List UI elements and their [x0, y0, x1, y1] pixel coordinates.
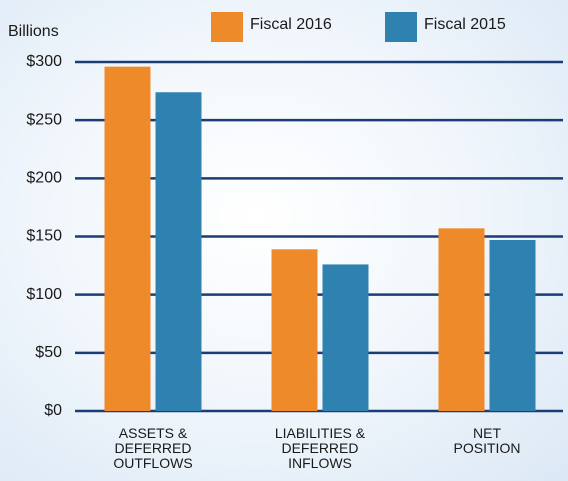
bar	[322, 264, 369, 411]
x-tick-label: LIABILITIES & DEFERRED INFLOWS	[274, 425, 366, 471]
legend-swatch	[385, 12, 417, 42]
bar	[104, 66, 151, 412]
bar	[438, 228, 485, 411]
x-tick-label: NET POSITION	[453, 425, 521, 456]
legend-label: Fiscal 2016	[250, 16, 332, 33]
y-tick-label: $50	[35, 344, 62, 361]
y-tick-label: $0	[44, 402, 62, 419]
y-axis-label: Billions	[8, 23, 59, 40]
y-tick-label: $250	[26, 111, 62, 128]
bar	[271, 249, 318, 411]
legend-label: Fiscal 2015	[424, 16, 506, 33]
y-tick-label: $150	[26, 228, 62, 245]
y-tick-label: $200	[26, 170, 62, 187]
bar	[155, 92, 202, 411]
x-tick-label: ASSETS & DEFERRED OUTFLOWS	[113, 425, 193, 471]
bar	[489, 239, 536, 411]
y-tick-label: $100	[26, 286, 62, 303]
legend-swatch	[211, 12, 243, 42]
y-tick-label: $300	[26, 53, 62, 70]
